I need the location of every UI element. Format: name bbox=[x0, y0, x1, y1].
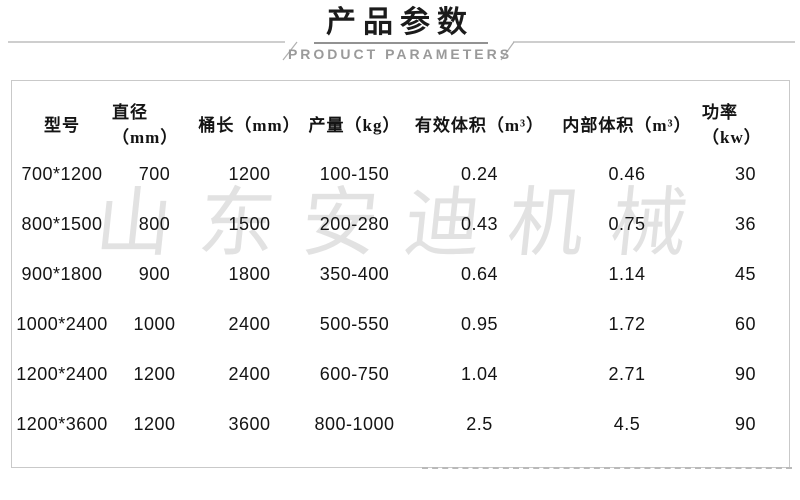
table-cell: 1200 bbox=[133, 413, 176, 434]
table-cell: 3600 bbox=[228, 413, 271, 434]
header-cell-effective-volume: 有效体积（m³） bbox=[414, 115, 545, 135]
table-cell: 1.04 bbox=[460, 363, 499, 384]
header-cell-power: 功率（kw） bbox=[702, 103, 762, 147]
page-subtitle: PRODUCT PARAMETERS bbox=[287, 46, 513, 62]
table-cell: 800-1000 bbox=[314, 413, 395, 434]
table-cell: 1200 bbox=[133, 363, 176, 384]
header-cell-diameter: 直径（mm） bbox=[112, 103, 179, 147]
header-cell-model: 型号 bbox=[44, 115, 80, 135]
table-cell: 1200*2400 bbox=[16, 363, 108, 384]
table-cell: 1000*2400 bbox=[16, 313, 108, 334]
table-cell: 1.72 bbox=[608, 313, 646, 334]
table-cell: 1.14 bbox=[608, 263, 646, 284]
right-slash-icon bbox=[500, 41, 515, 61]
parameters-table: 型号 直径（mm） 桶长（mm） 产量（kg） 有效体积（m³） 内部体积（m³… bbox=[11, 80, 792, 469]
table-cell: 90 bbox=[734, 363, 757, 384]
table-cell: 0.43 bbox=[460, 213, 499, 234]
table-cell: 45 bbox=[734, 263, 757, 284]
left-slash-icon bbox=[282, 41, 298, 61]
table-cell: 2400 bbox=[228, 313, 271, 334]
table-cell: 800 bbox=[138, 213, 171, 234]
table-cell: 1500 bbox=[228, 213, 271, 234]
table-cell: 100-150 bbox=[319, 163, 390, 184]
table-cell: 4.5 bbox=[613, 413, 641, 434]
parameters-grid: 型号 直径（mm） 桶长（mm） 产量（kg） 有效体积（m³） 内部体积（m³… bbox=[12, 81, 789, 467]
table-cell: 900 bbox=[138, 263, 171, 284]
table-cell: 1200*3600 bbox=[16, 413, 108, 434]
table-cell: 1200 bbox=[228, 163, 271, 184]
table-cell: 800*1500 bbox=[21, 213, 103, 234]
table-cell: 0.46 bbox=[608, 163, 646, 184]
header-decoration bbox=[8, 41, 795, 61]
table-cell: 0.75 bbox=[608, 213, 646, 234]
table-cell: 2400 bbox=[228, 363, 271, 384]
table-cell: 30 bbox=[734, 163, 757, 184]
table-cell: 60 bbox=[734, 313, 757, 334]
table-cell: 2.71 bbox=[608, 363, 646, 384]
table-cell: 200-280 bbox=[319, 213, 390, 234]
header-cell-output: 产量（kg） bbox=[308, 115, 401, 135]
table-cell: 350-400 bbox=[319, 263, 390, 284]
table-cell: 0.24 bbox=[460, 163, 499, 184]
table-cell: 36 bbox=[734, 213, 757, 234]
table-cell: 600-750 bbox=[319, 363, 390, 384]
table-cell: 1800 bbox=[228, 263, 271, 284]
header: 产品参数 PRODUCT PARAMETERS bbox=[0, 0, 800, 62]
table-cell: 1000 bbox=[133, 313, 176, 334]
table-cell: 700*1200 bbox=[21, 163, 103, 184]
table-cell: 700 bbox=[138, 163, 171, 184]
table-cell: 0.95 bbox=[460, 313, 499, 334]
page-title: 产品参数 bbox=[326, 6, 474, 39]
table-cell: 900*1800 bbox=[21, 263, 103, 284]
table-cell: 500-550 bbox=[319, 313, 390, 334]
table-cell: 90 bbox=[734, 413, 757, 434]
header-cell-barrel-length: 桶长（mm） bbox=[198, 115, 301, 135]
bottom-dashed-line bbox=[422, 467, 792, 469]
table-cell: 2.5 bbox=[466, 413, 493, 434]
table-cell: 0.64 bbox=[460, 263, 499, 284]
header-cell-internal-volume: 内部体积（m³） bbox=[562, 115, 692, 135]
